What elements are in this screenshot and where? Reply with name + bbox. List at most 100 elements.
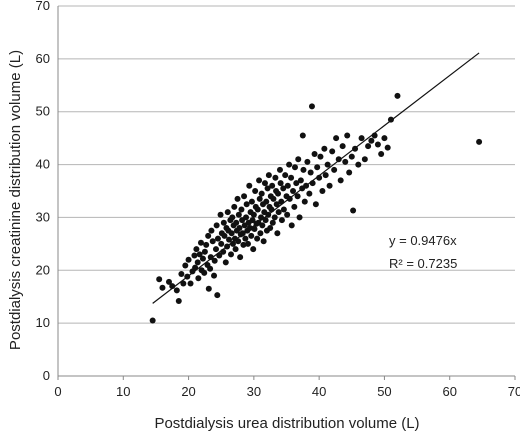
data-point <box>331 166 338 173</box>
data-point <box>226 236 233 243</box>
data-point <box>361 156 368 163</box>
data-point <box>254 235 261 242</box>
y-tick-label: 70 <box>36 0 50 13</box>
data-point <box>246 182 253 189</box>
data-point <box>322 172 329 179</box>
data-point <box>212 246 219 253</box>
data-points <box>149 92 483 324</box>
data-point <box>394 92 401 99</box>
data-point <box>203 241 210 248</box>
data-point <box>288 222 295 229</box>
data-point <box>248 232 255 239</box>
data-point <box>222 259 229 266</box>
data-point <box>275 209 282 216</box>
data-point <box>381 135 388 142</box>
data-point <box>178 270 185 277</box>
data-point <box>224 209 231 216</box>
data-point <box>291 164 298 171</box>
y-axis-title: Postdialysis creatinine distribution vol… <box>7 50 24 350</box>
data-point <box>276 166 283 173</box>
data-point <box>195 275 202 282</box>
data-point <box>232 246 239 253</box>
data-point <box>250 211 257 218</box>
data-point <box>350 207 357 214</box>
data-point <box>259 222 266 229</box>
data-point <box>208 227 215 234</box>
data-point <box>278 217 285 224</box>
data-point <box>263 198 270 205</box>
x-tick-label: 0 <box>54 384 61 399</box>
data-point <box>311 151 318 157</box>
data-point <box>182 262 189 269</box>
data-point <box>384 144 391 151</box>
data-point <box>229 214 236 221</box>
data-point <box>291 203 298 210</box>
y-tick-label: 50 <box>36 104 50 119</box>
y-tick-label: 30 <box>36 209 50 224</box>
data-point <box>175 297 182 304</box>
x-tick-label: 20 <box>181 384 195 399</box>
data-point <box>358 135 365 142</box>
data-point <box>237 254 244 261</box>
data-point <box>248 198 255 205</box>
x-tick-label: 40 <box>312 384 326 399</box>
data-point <box>238 206 245 213</box>
data-point <box>165 278 172 285</box>
data-point <box>254 206 261 213</box>
data-point <box>250 246 257 253</box>
data-point <box>251 226 258 233</box>
data-point <box>211 272 218 279</box>
data-point <box>214 235 221 242</box>
data-point <box>231 203 238 210</box>
data-point <box>159 284 166 291</box>
data-point <box>205 285 212 292</box>
data-point <box>326 182 333 189</box>
data-point <box>272 174 279 181</box>
data-point <box>191 252 198 259</box>
data-point <box>346 169 353 176</box>
data-point <box>260 238 267 245</box>
data-point <box>194 259 201 266</box>
data-point <box>214 292 221 299</box>
data-point <box>307 169 314 176</box>
data-point <box>197 239 204 246</box>
x-tick-label: 30 <box>247 384 261 399</box>
data-point <box>187 280 194 287</box>
data-point <box>185 256 192 263</box>
y-tick-label: 10 <box>36 315 50 330</box>
data-point <box>294 193 301 200</box>
data-point <box>258 190 265 197</box>
data-point <box>235 238 242 245</box>
data-point <box>173 287 180 294</box>
data-point <box>270 195 277 202</box>
data-point <box>273 201 280 208</box>
data-point <box>217 211 224 218</box>
data-point <box>374 141 381 148</box>
data-point <box>244 240 251 247</box>
data-point <box>240 241 247 248</box>
data-point <box>286 161 293 168</box>
data-point <box>209 238 216 245</box>
data-point <box>193 246 200 253</box>
data-point <box>378 151 385 157</box>
data-point <box>348 153 355 160</box>
data-point <box>321 145 328 152</box>
data-point <box>265 172 272 179</box>
data-point <box>156 276 163 283</box>
data-point <box>201 269 208 276</box>
data-point <box>205 232 212 239</box>
equation-label: y = 0.9476x <box>389 233 457 248</box>
data-point <box>234 195 241 202</box>
x-tick-labels: 0 10 20 30 40 50 60 70 <box>54 376 520 399</box>
data-point <box>282 172 289 179</box>
data-point <box>269 219 276 226</box>
data-point <box>261 180 268 187</box>
x-tick-label: 70 <box>508 384 520 399</box>
x-axis-title: Postdialysis urea distribution volume (L… <box>154 415 419 432</box>
y-tick-label: 40 <box>36 157 50 172</box>
data-point <box>256 195 263 202</box>
data-point <box>218 240 225 247</box>
data-point <box>284 182 291 189</box>
data-point <box>344 132 351 139</box>
